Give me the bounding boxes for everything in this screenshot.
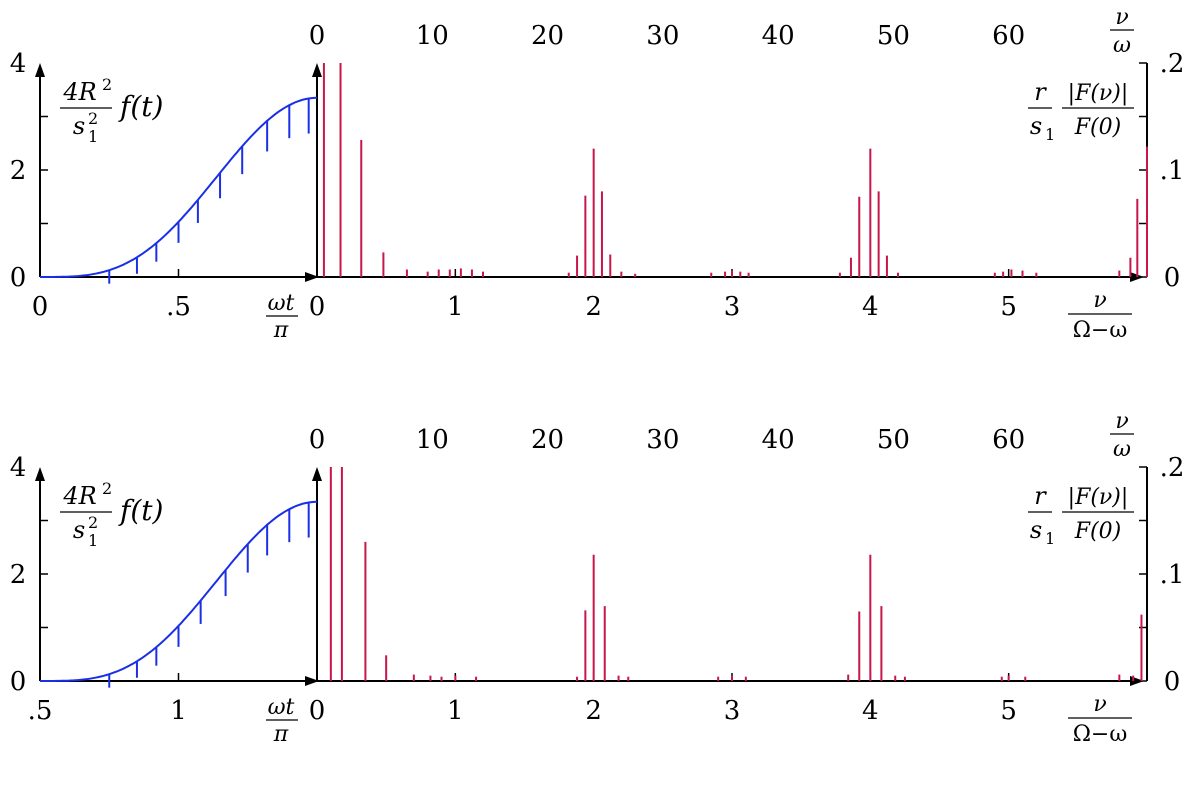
omega-diff-label: Ω−ω (1073, 318, 1128, 343)
pi-label: π (273, 318, 289, 343)
bottom-x-tick-label: 1 (447, 696, 464, 726)
f-label-den: s (73, 516, 85, 544)
top-x-tick-label: 20 (531, 425, 564, 455)
F-0-label: F(0) (1074, 519, 1121, 544)
F-nu-label: |F(ν)| (1068, 485, 1129, 510)
top-x-tick-label: 0 (309, 21, 326, 51)
middle-y-axis-arrow (312, 63, 322, 77)
left-y-tick-label: 4 (10, 453, 27, 483)
top-x-tick-label: 10 (416, 21, 449, 51)
bottom-x-tick-label: 5 (1000, 696, 1017, 726)
f-label-ft: f(t) (118, 494, 163, 527)
bottom-x-tick-label: 2 (585, 292, 602, 322)
top-x-tick-label: 60 (992, 21, 1025, 51)
omega-t-label: ωt (268, 291, 295, 316)
omega-t-label: ωt (268, 695, 295, 720)
s1-sub-label: 1 (1045, 125, 1055, 144)
right-y-tick-label: 0 (1164, 667, 1181, 697)
left-x-tick-label: .5 (166, 292, 191, 322)
left-x-tick-label: 1 (170, 696, 187, 726)
s1-label: s (1030, 516, 1042, 544)
f-t-curve (40, 96, 318, 278)
x-axis-arrow-left (305, 272, 319, 282)
f-label-num: 4R (62, 78, 96, 106)
bottom-x-tick-label: 0 (309, 696, 326, 726)
bottom-x-tick-label: 3 (724, 696, 741, 726)
top-x-tick-label: 40 (762, 425, 795, 455)
x-axis-arrow-left (305, 676, 319, 686)
middle-y-axis-arrow (312, 467, 322, 481)
f-label-den-sup: 2 (88, 513, 98, 532)
left-x-tick-label: 0 (32, 292, 49, 322)
f-t-curve (40, 500, 318, 682)
left-y-tick-label: 4 (10, 49, 27, 79)
left-y-tick-label: 0 (10, 263, 27, 293)
r-label: r (1034, 482, 1047, 510)
bottom-x-tick-label: 5 (1000, 292, 1017, 322)
right-y-tick-label: .1 (1160, 156, 1185, 186)
f-label-den-sup: 2 (88, 109, 98, 128)
nu-label: ν (1093, 288, 1106, 313)
left-y-tick-label: 2 (10, 560, 27, 590)
omega-top-label: ω (1113, 437, 1131, 462)
f-label-num-sup: 2 (102, 479, 112, 498)
f-label-num: 4R (62, 482, 96, 510)
f-label-den-sub: 1 (88, 127, 98, 146)
bottom-x-tick-label: 2 (585, 696, 602, 726)
left-y-tick-label: 0 (10, 667, 27, 697)
top-x-tick-label: 60 (992, 425, 1025, 455)
top-x-tick-label: 30 (646, 425, 679, 455)
top-x-tick-label: 10 (416, 425, 449, 455)
left-y-tick-label: 2 (10, 156, 27, 186)
pi-label: π (273, 722, 289, 747)
s1-label: s (1030, 112, 1042, 140)
right-y-tick-label: .2 (1160, 453, 1185, 483)
top-x-tick-label: 50 (877, 21, 910, 51)
left-y-axis-arrow (35, 467, 45, 481)
f-label-num-sup: 2 (102, 75, 112, 94)
f-label-den: s (73, 112, 85, 140)
F-nu-label: |F(ν)| (1068, 81, 1129, 106)
bottom-x-tick-label: 4 (862, 696, 879, 726)
left-x-tick-label: .5 (28, 696, 53, 726)
right-y-tick-label: .2 (1160, 49, 1185, 79)
top-x-tick-label: 20 (531, 21, 564, 51)
omega-diff-label: Ω−ω (1073, 722, 1128, 747)
top-x-tick-label: 30 (646, 21, 679, 51)
s1-sub-label: 1 (1045, 529, 1055, 548)
bottom-x-tick-label: 4 (862, 292, 879, 322)
right-y-tick-label: .1 (1160, 560, 1185, 590)
bottom-x-tick-label: 0 (309, 292, 326, 322)
F-0-label: F(0) (1074, 115, 1121, 140)
nu-top-label: ν (1115, 5, 1128, 30)
bottom-x-tick-label: 3 (724, 292, 741, 322)
top-x-tick-label: 50 (877, 425, 910, 455)
right-y-tick-label: 0 (1164, 263, 1181, 293)
bottom-x-tick-label: 1 (447, 292, 464, 322)
f-label-den-sub: 1 (88, 531, 98, 550)
nu-top-label: ν (1115, 409, 1128, 434)
top-x-tick-label: 0 (309, 425, 326, 455)
r-label: r (1034, 78, 1047, 106)
nu-label: ν (1093, 692, 1106, 717)
f-label-ft: f(t) (118, 90, 163, 123)
omega-top-label: ω (1113, 33, 1131, 58)
top-x-tick-label: 40 (762, 21, 795, 51)
left-y-axis-arrow (35, 63, 45, 77)
